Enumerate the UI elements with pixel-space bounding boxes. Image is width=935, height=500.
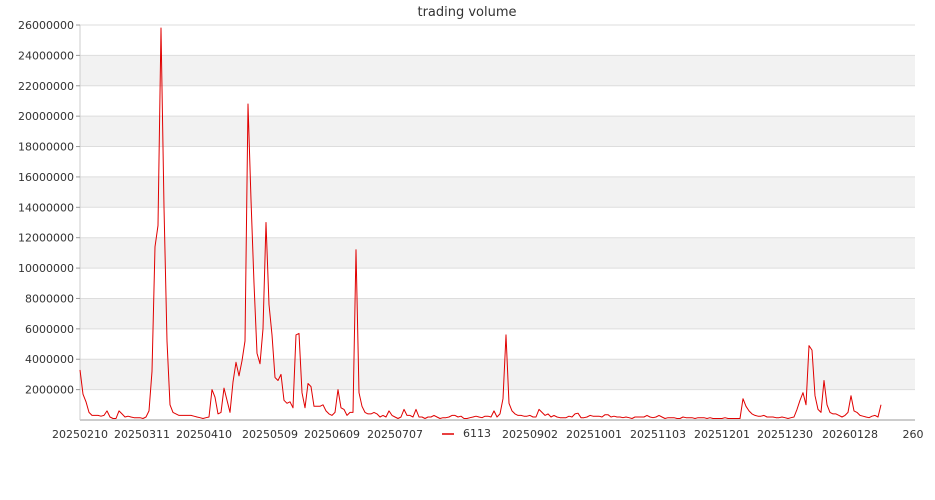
series-layer: [79, 27, 882, 419]
x-tick-label: 20250311: [114, 428, 170, 441]
y-tick-label: 12000000: [18, 232, 74, 245]
x-tick-label: 20250609: [304, 428, 360, 441]
x-tick-label: 260: [903, 428, 924, 441]
y-tick-label: 18000000: [18, 141, 74, 154]
x-axis-ticks: 20250210 20250311 20250410 20250509 20250609…: [52, 428, 924, 441]
grid-band: [80, 55, 915, 86]
x-tick-label: 20260128: [822, 428, 878, 441]
x-tick-label: 20250410: [176, 428, 232, 441]
series-line-6113: [79, 27, 882, 419]
grid-bands: [80, 55, 915, 390]
y-tick-label: 8000000: [25, 292, 74, 305]
y-tick-label: 24000000: [18, 49, 74, 62]
x-tick-label: 20250509: [242, 428, 298, 441]
y-tick-label: 26000000: [18, 19, 74, 32]
x-tick-label: 20251201: [694, 428, 750, 441]
y-tick-label: 10000000: [18, 262, 74, 275]
y-tick-label: 16000000: [18, 171, 74, 184]
grid-band: [80, 298, 915, 329]
x-tick-label: 20250210: [52, 428, 108, 441]
y-tick-label: 20000000: [18, 110, 74, 123]
y-tick-label: 14000000: [18, 201, 74, 214]
grid-band: [80, 237, 915, 269]
y-tick-label: 22000000: [18, 80, 74, 93]
grid-lines: [80, 24, 915, 391]
x-tick-label: 20251230: [757, 428, 813, 441]
x-tick-label: 20250707: [367, 428, 423, 441]
y-axis-ticks: 2000000 4000000 6000000 8000000 10000000 1200…: [18, 19, 80, 397]
grid-band: [80, 176, 915, 208]
legend: 6113: [442, 427, 491, 440]
x-tick-label: 20251103: [630, 428, 686, 441]
x-tick-label: 20250902: [502, 428, 558, 441]
y-tick-label: 4000000: [25, 353, 74, 366]
x-tick-label: 20251001: [566, 428, 622, 441]
y-tick-label: 6000000: [25, 323, 74, 336]
y-tick-label: 2000000: [25, 384, 74, 397]
grid-band: [80, 359, 915, 390]
chart-title: trading volume: [417, 5, 516, 20]
legend-label-6113: 6113: [463, 427, 491, 440]
grid-band: [80, 116, 915, 147]
